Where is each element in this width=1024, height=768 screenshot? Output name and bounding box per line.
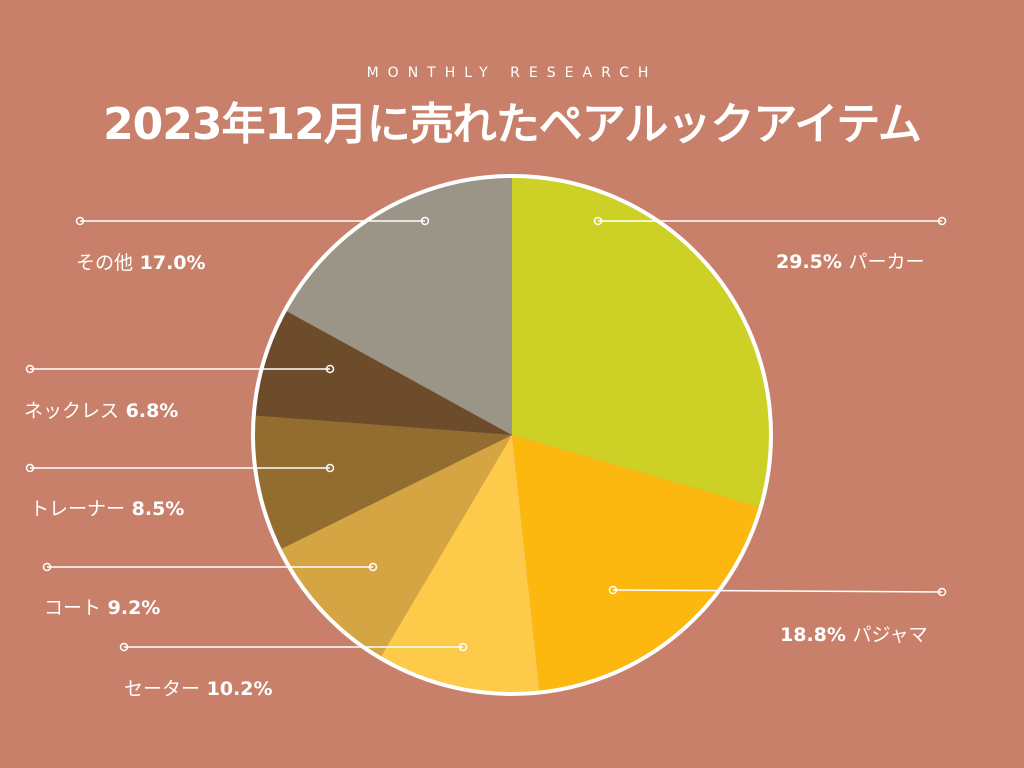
leader-dot-necklace-1 [325,364,335,374]
label-pajamas-value: 18.8% [780,624,846,646]
pie-slice-necklace [254,310,513,435]
label-coat-value: 9.2% [107,597,161,619]
leader-dot-pajamas-1 [937,587,947,597]
label-necklace-name: ネックレス [24,400,120,422]
leader-dot-coat-1 [368,562,378,572]
leader-dot-hoodie-0 [593,216,603,226]
label-sweater-value: 10.2% [206,678,273,700]
label-sweatshirt: トレーナー 8.5% [30,494,184,521]
leader-line-pajamas [612,589,943,593]
pie-outline [251,174,773,696]
label-hoodie: 29.5% パーカー [776,247,925,274]
leader-dot-other-1 [420,216,430,226]
label-other: その他 17.0% [76,248,206,275]
label-sweatshirt-value: 8.5% [131,498,185,520]
pie-slice-coat [280,435,512,658]
label-coat-name: コート [44,597,102,619]
chart-subtitle: MONTHLY RESEARCH [366,65,658,81]
chart-title: 2023年12月に売れたペアルックアイテム [103,99,922,150]
pie-slice-sweater [380,435,540,694]
label-coat: コート 9.2% [44,593,160,620]
label-pajamas: 18.8% パジャマ [780,620,928,647]
leader-dot-necklace-0 [25,364,35,374]
label-sweatshirt-name: トレーナー [30,498,126,520]
leader-dot-coat-0 [42,562,52,572]
leader-dot-pajamas-0 [608,585,618,595]
label-other-name: その他 [76,252,134,274]
label-other-value: 17.0% [139,252,206,274]
label-necklace-value: 6.8% [125,400,179,422]
leader-dot-sweater-0 [119,642,129,652]
label-hoodie-name: パーカー [848,251,925,273]
leader-dot-sweatshirt-1 [325,463,335,473]
label-sweater: セーター 10.2% [124,674,273,701]
label-sweater-name: セーター [124,678,201,700]
leader-dot-sweatshirt-0 [25,463,35,473]
label-hoodie-value: 29.5% [776,251,842,273]
label-pajamas-name: パジャマ [852,624,928,646]
leader-dot-other-0 [75,216,85,226]
leader-dot-hoodie-1 [937,216,947,226]
leader-dot-sweater-1 [458,642,468,652]
pie-slice-pajamas [512,435,760,692]
pie-slice-hoodie [512,177,771,507]
label-necklace: ネックレス 6.8% [24,396,178,423]
pie-slice-sweatshirt [253,415,512,550]
